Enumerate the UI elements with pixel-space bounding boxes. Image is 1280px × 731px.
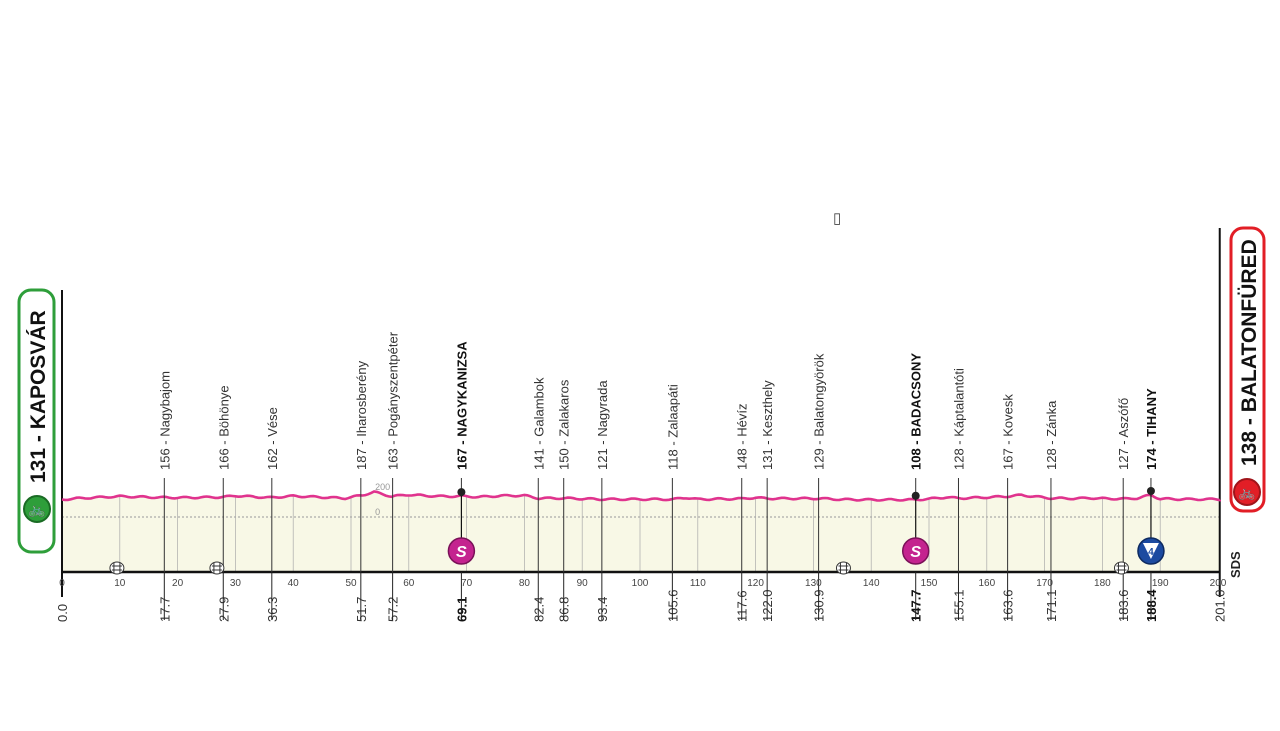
waypoint-label: 128 - Káptalantóti [951, 368, 966, 470]
finish-location-box: 138 - BALATONFÜRED 🚲 [1229, 226, 1266, 513]
sprint-icon-label: S [910, 544, 921, 561]
elevation-tick-label: 0 [375, 507, 380, 517]
svg-text:🚲: 🚲 [28, 501, 45, 518]
profile-area [62, 491, 1220, 572]
intermediate-sprint-icon [901, 537, 930, 565]
km-tick-label: 40 [288, 578, 300, 589]
waypoint-label: 131 - Keszthely [760, 380, 775, 470]
sds-logo: SDS [1228, 551, 1243, 578]
profile-line [61, 490, 1221, 502]
km-tick-label: 30 [230, 578, 242, 589]
elevation-tick-label: 200 [375, 482, 390, 492]
level-crossing-rails [838, 563, 849, 573]
cyclist-finish-icon [1233, 478, 1261, 506]
svg-text:🚲: 🚲 [1238, 484, 1255, 501]
km-tick-label: 70 [461, 578, 473, 589]
waypoint-label: 174 - TIHANY [1144, 388, 1159, 470]
waypoint-label: 150 - Zalakaros [557, 379, 572, 470]
km-tick-label: 190 [1152, 578, 1169, 589]
summit-dot [457, 488, 466, 497]
waypoint-label: 156 - Nagybajom [157, 371, 172, 470]
waypoint-label: 141 - Galambok [531, 377, 546, 470]
km-tick-label: 130 [805, 578, 822, 589]
km-tick-label: 0 [59, 578, 65, 589]
waypoint-label: 121 - Nagyrada [595, 380, 610, 470]
km-tick-label: 160 [978, 578, 995, 589]
level-crossing-icon [109, 561, 125, 575]
km-tick-label: 50 [345, 578, 357, 589]
waypoint-label: 108 - BADACSONY [909, 353, 924, 470]
waypoint-label: 167 - Kovesk [1001, 394, 1016, 470]
waypoint-label: 129 - Balatongyörök [812, 353, 827, 470]
km-tick-label: 110 [690, 578, 706, 589]
km-tick-label: 10 [114, 578, 126, 589]
waypoint-label: 167 - NAGYKANIZSA [454, 341, 469, 470]
level-crossing-rails [111, 563, 122, 573]
waypoint-label: 166 - Böhönye [216, 385, 231, 470]
km-tick-label: 200 [1210, 578, 1227, 589]
start-location-box: 131 - KAPOSVÁR 🚲 [17, 288, 56, 554]
waypoint-label: 118 - Zalaapáti [665, 384, 680, 470]
km-tick-label: 100 [632, 578, 649, 589]
waypoint-label: 127 - Aszófő [1116, 398, 1131, 470]
waypoint-label: 148 - Hévíz [735, 404, 750, 470]
level-crossing-rails [211, 563, 222, 573]
summit-dot [1146, 487, 1155, 495]
finish-label: 138 - BALATONFÜRED [1238, 239, 1261, 466]
summit-dot [911, 491, 920, 500]
km-tick-label: 150 [921, 578, 938, 589]
km-tick-label: 60 [403, 578, 415, 589]
intermediate-sprint-icon [447, 537, 476, 565]
waypoint-distance: 0.0 [55, 604, 70, 622]
missing-glyph: ▯ [833, 210, 841, 227]
level-crossing-icon [1113, 561, 1129, 575]
sprint-icon-label: S [456, 544, 467, 561]
kom-triangle [1142, 543, 1159, 559]
km-tick-label: 140 [863, 578, 880, 589]
level-crossing-rails [1116, 563, 1127, 573]
waypoint-label: 163 - Pogányszentpéter [386, 331, 401, 470]
km-tick-label: 20 [172, 578, 184, 589]
waypoint-label: 128 - Zánka [1044, 400, 1059, 470]
waypoint-distance: 201.0 [1213, 589, 1228, 622]
km-tick-label: 180 [1094, 578, 1111, 589]
cyclist-start-icon [23, 495, 51, 523]
kom-category-label: 4 [1148, 547, 1154, 558]
start-label: 131 - KAPOSVÁR [27, 310, 50, 483]
level-crossing-icon [209, 561, 225, 575]
km-tick-label: 90 [577, 578, 589, 589]
km-tick-label: 120 [747, 578, 764, 589]
waypoint-label: 162 - Vése [265, 407, 280, 470]
waypoint-label: 187 - Iharosberény [354, 360, 369, 470]
level-crossing-icon [835, 561, 851, 575]
km-tick-label: 170 [1036, 578, 1053, 589]
km-tick-label: 80 [519, 578, 531, 589]
